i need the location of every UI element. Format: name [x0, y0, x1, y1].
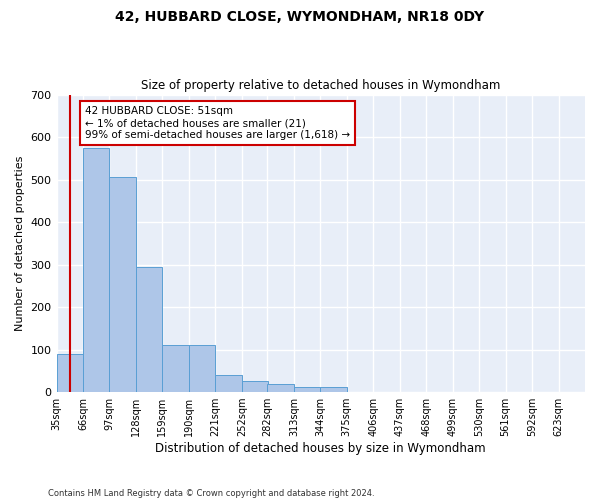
Title: Size of property relative to detached houses in Wymondham: Size of property relative to detached ho… — [141, 79, 500, 92]
Bar — [242, 382, 268, 392]
X-axis label: Distribution of detached houses by size in Wymondham: Distribution of detached houses by size … — [155, 442, 486, 455]
Y-axis label: Number of detached properties: Number of detached properties — [15, 156, 25, 331]
Bar — [56, 354, 83, 392]
Text: 42 HUBBARD CLOSE: 51sqm
← 1% of detached houses are smaller (21)
99% of semi-det: 42 HUBBARD CLOSE: 51sqm ← 1% of detached… — [85, 106, 350, 140]
Text: 42, HUBBARD CLOSE, WYMONDHAM, NR18 0DY: 42, HUBBARD CLOSE, WYMONDHAM, NR18 0DY — [115, 10, 485, 24]
Bar — [268, 384, 294, 392]
Bar — [109, 178, 136, 392]
Bar — [163, 346, 189, 392]
Bar — [189, 346, 215, 392]
Text: Contains HM Land Registry data © Crown copyright and database right 2024.: Contains HM Land Registry data © Crown c… — [48, 488, 374, 498]
Bar — [215, 375, 242, 392]
Bar — [83, 148, 109, 392]
Bar — [320, 387, 347, 392]
Bar — [294, 387, 320, 392]
Bar — [136, 266, 163, 392]
